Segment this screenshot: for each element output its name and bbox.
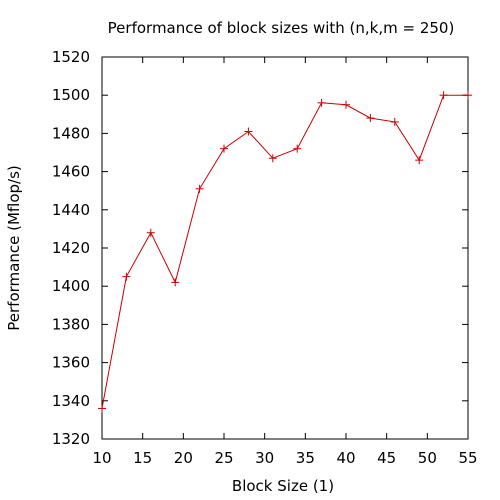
data-point-marker: [415, 156, 424, 165]
y-tick-label: 1360: [52, 354, 90, 372]
y-tick-label: 1420: [52, 239, 90, 257]
data-point-marker: [439, 91, 448, 100]
data-point-marker: [317, 98, 326, 107]
data-point-marker: [146, 228, 155, 237]
series-line: [101, 94, 468, 409]
x-tick-label: 55: [458, 449, 477, 467]
axes: 10 15 20 25 30 35 40 45 50 5513201340136013801400…: [52, 48, 478, 467]
data-point-marker: [122, 272, 131, 281]
data-point-marker: [293, 144, 302, 153]
y-tick-label: 1460: [52, 163, 90, 181]
x-tick-label: 20: [174, 449, 193, 467]
data-point-marker: [244, 127, 253, 136]
plot-area: [101, 56, 469, 440]
data-point-marker: [171, 278, 180, 287]
y-tick-label: 1400: [52, 277, 90, 295]
y-tick-label: 1320: [52, 430, 90, 448]
data-point-marker: [464, 91, 472, 100]
x-tick-label: 35: [296, 449, 315, 467]
y-tick-label: 1380: [52, 315, 90, 333]
x-axis-label: Block Size (1): [232, 477, 334, 495]
x-tick-label: 15: [133, 449, 152, 467]
series-layer: [98, 91, 472, 413]
y-tick-label: 1340: [52, 392, 90, 410]
x-tick-label: 50: [418, 449, 437, 467]
data-point-marker: [366, 114, 375, 123]
plot-border: [101, 56, 469, 440]
x-tick-label: 40: [336, 449, 355, 467]
data-point-marker: [342, 100, 350, 109]
x-tick-label: 30: [255, 449, 274, 467]
data-point-marker: [98, 404, 106, 413]
x-tick-label: 45: [377, 449, 396, 467]
x-tick-label: 25: [214, 449, 233, 467]
data-point-marker: [268, 154, 277, 163]
y-tick-label: 1440: [52, 201, 90, 219]
y-tick-label: 1520: [52, 48, 90, 66]
y-tick-label: 1500: [52, 86, 90, 104]
y-tick-label: 1480: [52, 124, 90, 142]
data-point-marker: [220, 144, 228, 153]
data-point-marker: [390, 117, 399, 126]
data-point-marker: [195, 184, 204, 193]
chart-title: Performance of block sizes with (n,k,m =…: [108, 19, 455, 37]
x-tick-label: 10: [92, 449, 111, 467]
y-axis-label: Performance (Mflop/s): [5, 165, 23, 330]
